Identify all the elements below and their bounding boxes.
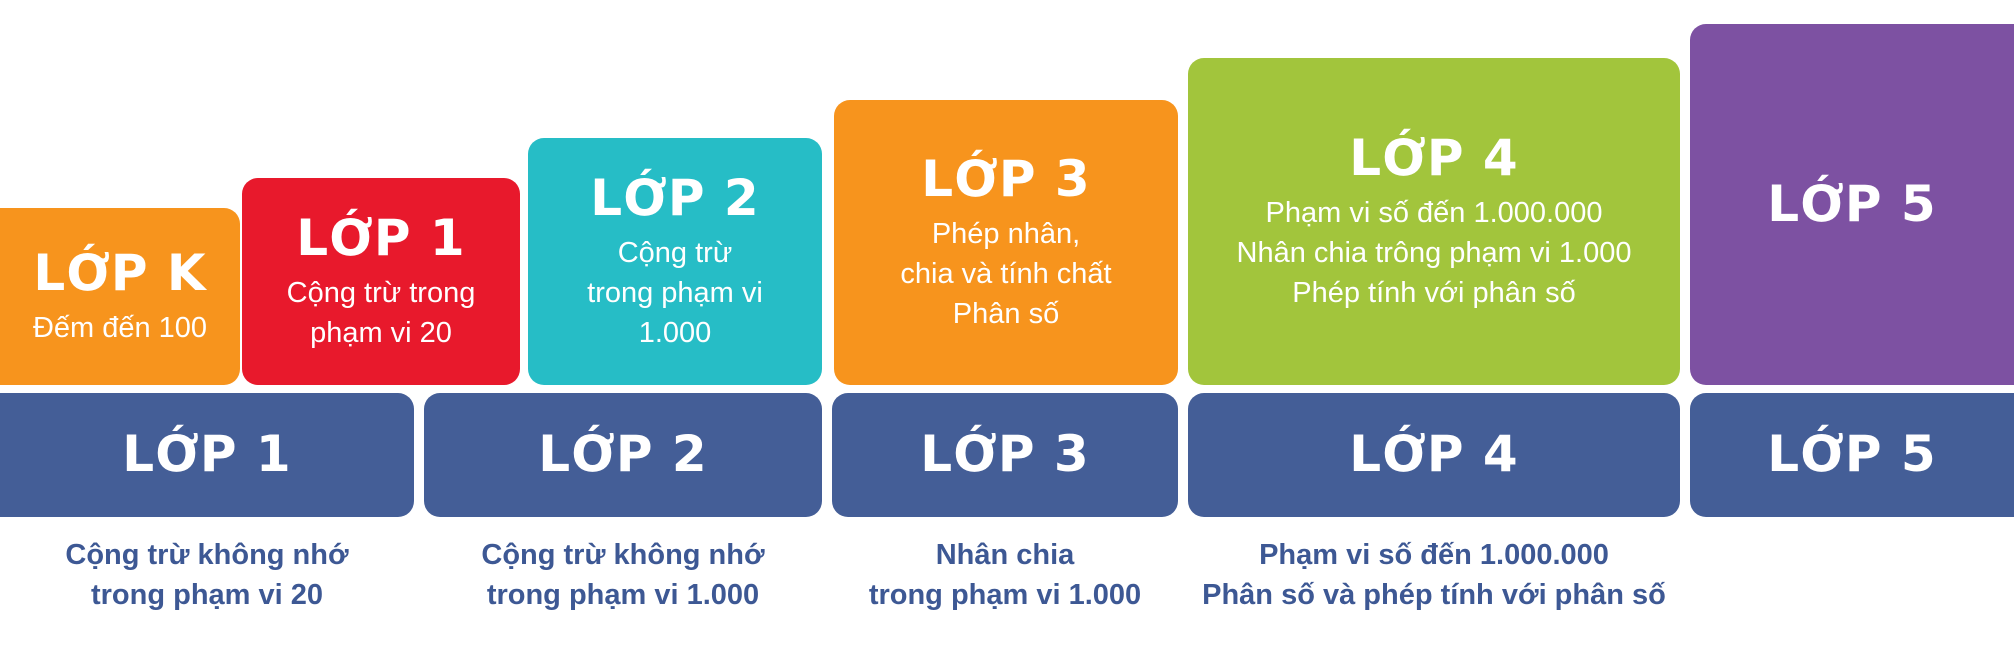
card-title: LỚP 4 [1349,128,1519,187]
card-lop-4: LỚP 4 Phạm vi số đến 1.000.000 Nhân chia… [1188,58,1680,385]
bar-title: LỚP 4 [1349,425,1519,484]
note-lop-1: Cộng trừ không nhớ trong phạm vi 20 [65,539,349,611]
card-description: Đếm đến 100 [32,312,208,345]
card-title: LỚP K [33,243,207,302]
bar-lop-5: LỚP 5 [1690,393,2014,517]
bar-title: LỚP 3 [920,425,1090,484]
bar-lop-3: LỚP 3 [832,393,1178,517]
card-title: LỚP 5 [1767,174,1937,233]
card-title: LỚP 2 [590,168,760,227]
bar-lop-2: LỚP 2 [424,393,822,517]
note-lop-4: Phạm vi số đến 1.000.000 Phân số và phép… [1202,539,1666,611]
bar-title: LỚP 5 [1767,425,1937,484]
bar-lop-4: LỚP 4 [1188,393,1680,517]
note-lop-3: Nhân chia trong phạm vi 1.000 [868,539,1142,611]
card-description: Cộng trừ trong phạm vi 1.000 [587,237,763,350]
card-lop-3: LỚP 3 Phép nhân, chia và tính chất Phân … [834,100,1178,385]
bar-lop-1: LỚP 1 [0,393,414,517]
card-title: LỚP 1 [296,208,466,267]
card-lop-k: LỚP K Đếm đến 100 [0,208,240,385]
card-lop-5: LỚP 5 [1690,24,2014,385]
card-lop-1: LỚP 1 Cộng trừ trong phạm vi 20 [242,178,520,385]
bar-title: LỚP 2 [538,425,708,484]
bar-title: LỚP 1 [122,425,292,484]
card-lop-2: LỚP 2 Cộng trừ trong phạm vi 1.000 [528,138,822,385]
card-title: LỚP 3 [921,149,1091,208]
card-description: Phép nhân, chia và tính chất Phân số [900,218,1112,331]
card-description: Cộng trừ trong phạm vi 20 [286,277,476,350]
note-lop-2: Cộng trừ không nhớ trong phạm vi 1.000 [481,539,765,611]
card-description: Phạm vi số đến 1.000.000 Nhân chia trông… [1236,197,1632,310]
